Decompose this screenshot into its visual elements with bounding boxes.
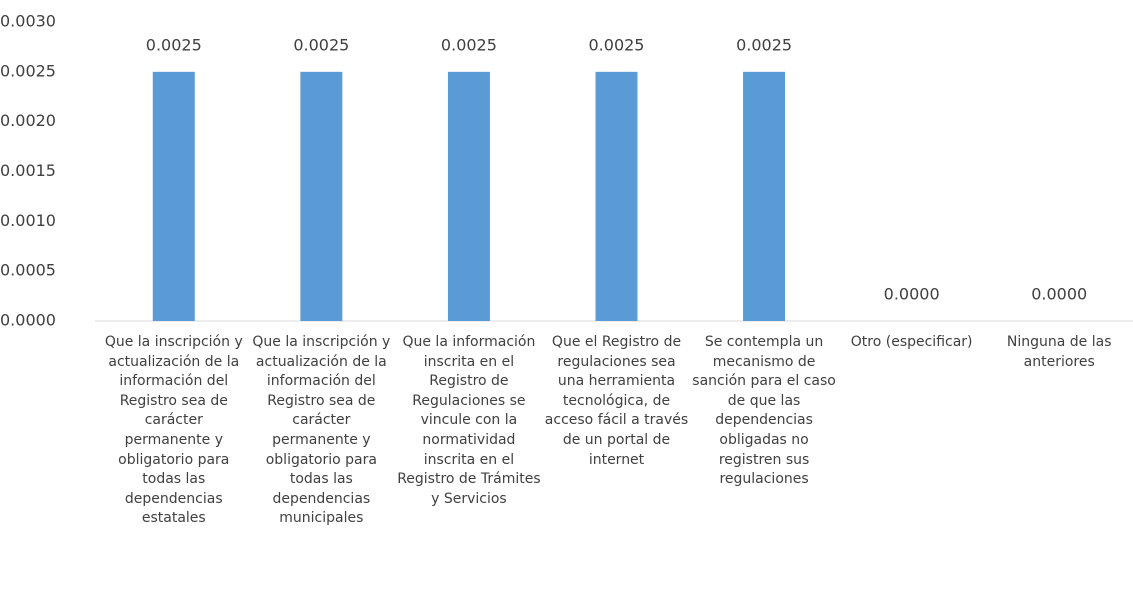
y-tick-label: 0.0005 xyxy=(0,261,56,280)
bar xyxy=(152,71,195,321)
value-label: 0.0025 xyxy=(441,35,497,54)
y-tick-label: 0.0020 xyxy=(0,111,56,130)
value-label: 0.0000 xyxy=(884,285,940,304)
value-label: 0.0000 xyxy=(1031,285,1087,304)
y-tick-label: 0.0000 xyxy=(0,311,56,330)
y-tick-label: 0.0015 xyxy=(0,161,56,180)
bar xyxy=(447,71,490,321)
x-tick-label: Que la información inscrita en el Regist… xyxy=(397,334,541,507)
x-tick-label: Que el Registro de regulaciones sea una … xyxy=(544,334,689,468)
value-label: 0.0025 xyxy=(293,35,349,54)
x-tick-label: Que la inscripción y actualización de la… xyxy=(252,334,391,527)
value-label: 0.0025 xyxy=(736,35,792,54)
x-tick-label: Que la inscripción y actualización de la… xyxy=(104,334,243,527)
bar xyxy=(595,71,638,321)
y-tick-label: 0.0010 xyxy=(0,211,56,230)
y-tick-label: 0.0030 xyxy=(0,12,56,31)
x-tick-label: Se contempla un mecanismo de sanción par… xyxy=(692,334,836,488)
value-label: 0.0025 xyxy=(589,35,645,54)
x-tick-label: Otro (especificar) xyxy=(850,334,973,350)
value-label: 0.0025 xyxy=(146,35,202,54)
bar xyxy=(743,71,786,321)
x-tick-label: Ninguna de las anteriores xyxy=(1006,334,1112,370)
bar xyxy=(300,71,343,321)
y-tick-label: 0.0025 xyxy=(0,61,56,80)
